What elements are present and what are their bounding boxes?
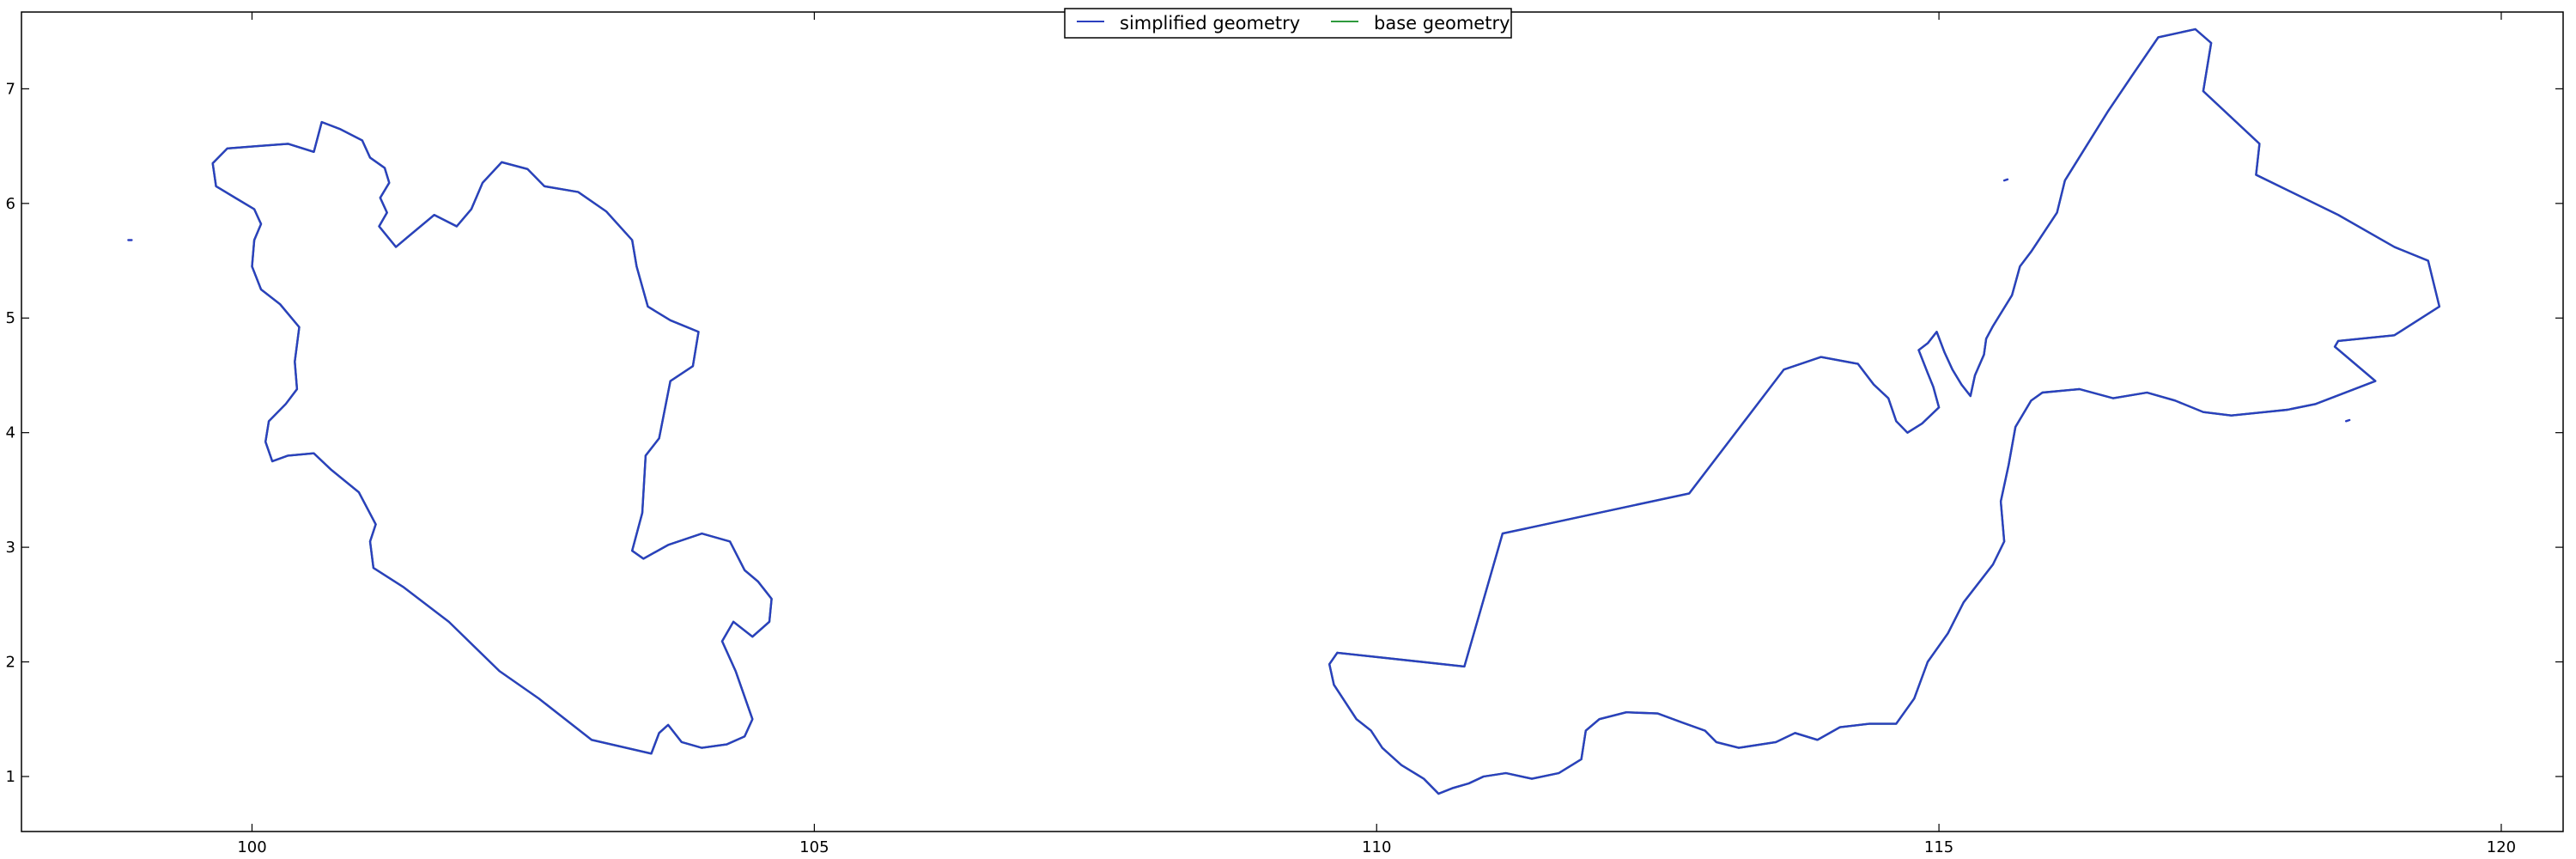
y-tick-label: 5 <box>6 309 15 327</box>
legend: simplified geometry base geometry <box>1064 8 1512 39</box>
legend-label-base: base geometry <box>1374 13 1510 34</box>
simplified-geometry-line <box>2344 418 2351 423</box>
x-tick-label: 115 <box>1924 838 1953 856</box>
legend-box <box>1064 8 1512 39</box>
series-simplified-geometry <box>127 27 2441 795</box>
y-tick-label: 1 <box>6 768 15 786</box>
simplified-geometry-line <box>211 120 773 755</box>
y-tick-label: 3 <box>6 539 15 557</box>
y-tick-label: 7 <box>6 80 15 98</box>
y-tick-label: 2 <box>6 654 15 672</box>
x-tick-label: 100 <box>237 838 266 856</box>
plot-area <box>21 11 2564 832</box>
legend-label-simplified: simplified geometry <box>1120 13 1300 34</box>
y-tick-label: 6 <box>6 195 15 213</box>
simplified-geometry-line <box>1327 27 2441 795</box>
axis-ticks: 100 105 110 115 120 1 2 3 4 5 6 7 <box>6 12 2563 856</box>
x-tick-label: 120 <box>2487 838 2516 856</box>
series-layer <box>127 27 2441 795</box>
x-tick-label: 105 <box>799 838 829 856</box>
y-tick-label: 4 <box>6 424 15 442</box>
x-tick-label: 110 <box>1362 838 1391 856</box>
